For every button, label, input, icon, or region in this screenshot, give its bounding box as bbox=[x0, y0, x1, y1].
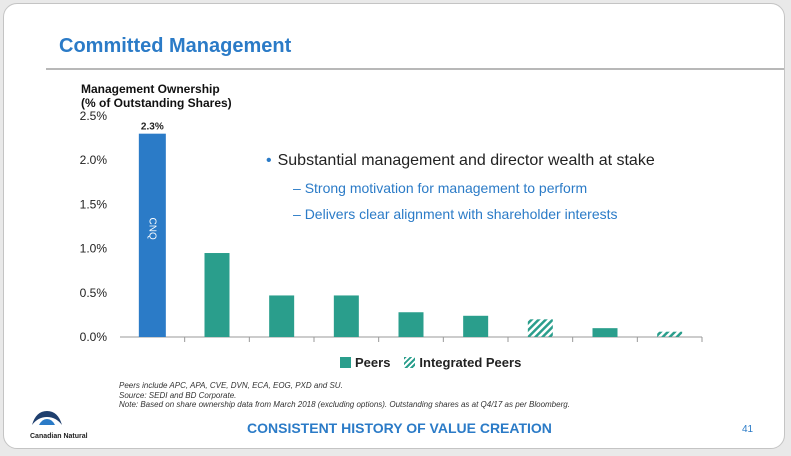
bar-peer bbox=[269, 295, 295, 337]
y-tick-label: 0.0% bbox=[80, 330, 108, 344]
bar-inner-label: CNQ bbox=[147, 218, 158, 240]
title-divider bbox=[46, 68, 784, 70]
footnotes: Peers include APC, APA, CVE, DVN, ECA, E… bbox=[119, 381, 570, 410]
footnote-peers: Peers include APC, APA, CVE, DVN, ECA, E… bbox=[119, 381, 343, 390]
bar-peer bbox=[204, 253, 230, 337]
footer-tagline: CONSISTENT HISTORY OF VALUE CREATION bbox=[247, 420, 552, 436]
legend-label-peers: Peers bbox=[355, 355, 391, 370]
bar-cnq bbox=[138, 133, 166, 337]
legend-swatch-integrated bbox=[404, 357, 416, 368]
logo-mark-icon bbox=[32, 411, 62, 425]
page-title: Committed Management bbox=[59, 35, 292, 57]
bullet-main-text: Substantial management and director weal… bbox=[277, 152, 655, 169]
y-tick-label: 1.0% bbox=[80, 242, 108, 256]
y-tick-label: 1.5% bbox=[80, 197, 108, 211]
chart-y-axis-label: Management Ownership (% of Outstanding S… bbox=[81, 82, 232, 110]
bar-peer bbox=[398, 312, 424, 337]
bar-integrated-peer bbox=[657, 331, 683, 337]
y-tick-label: 2.5% bbox=[80, 109, 108, 123]
bullet-sub-2: – Delivers clear alignment with sharehol… bbox=[293, 206, 618, 222]
legend-swatch-peers bbox=[340, 357, 351, 368]
logo-text: Canadian Natural bbox=[30, 433, 88, 440]
bar-integrated-peer bbox=[527, 319, 553, 337]
y-axis-label-line-1: Management Ownership bbox=[81, 82, 220, 96]
company-logo: Canadian Natural bbox=[30, 409, 100, 440]
y-tick-label: 2.0% bbox=[80, 153, 108, 167]
bullet-list: • Substantial management and director wea… bbox=[266, 152, 655, 222]
y-axis-label-line-2: (% of Outstanding Shares) bbox=[81, 96, 232, 110]
footnote-note: Note: Based on share ownership data from… bbox=[119, 400, 570, 409]
bullet-sub-1-text: Strong motivation for management to perf… bbox=[304, 180, 588, 196]
bullet-main: • Substantial management and director wea… bbox=[266, 152, 655, 170]
footnote-source: Source: SEDI and BD Corporate. bbox=[119, 390, 237, 400]
bullet-dot: • bbox=[266, 152, 272, 169]
bullet-sub-2-text: Delivers clear alignment with shareholde… bbox=[304, 206, 618, 222]
legend-label-integrated: Integrated Peers bbox=[419, 355, 522, 370]
bar-data-label: 2.3% bbox=[141, 122, 164, 133]
bar-peer bbox=[463, 315, 489, 337]
chart-legend: Peers Integrated Peers bbox=[340, 355, 521, 370]
y-tick-label: 0.5% bbox=[80, 286, 108, 300]
bar-peer bbox=[333, 295, 359, 337]
bullet-sub-1: – Strong motivation for management to pe… bbox=[293, 180, 588, 196]
ownership-bar-chart: 0.0% 0.5% 1.0% 1.5% 2.0% 2.5% 2.3% CNQ bbox=[80, 109, 703, 344]
slide: Committed Management Management Ownershi… bbox=[3, 3, 785, 449]
page-number: 41 bbox=[742, 424, 754, 435]
bar-peer bbox=[592, 328, 618, 337]
